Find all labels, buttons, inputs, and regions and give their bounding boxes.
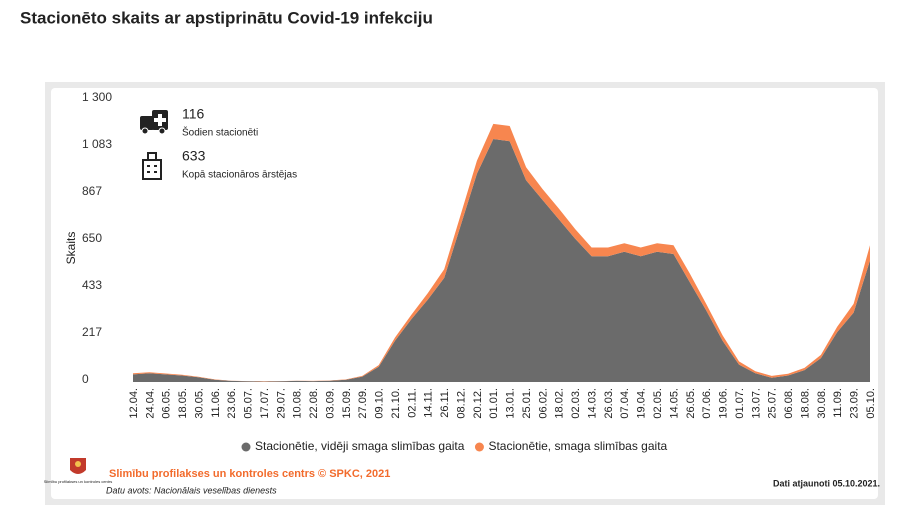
- x-tick-label: 25.01.: [521, 388, 533, 419]
- x-tick-label: 01.07.: [734, 388, 746, 419]
- x-tick-label: 14.11.: [423, 388, 435, 418]
- x-tick-label: 14.05.: [668, 388, 680, 419]
- x-tick-label: 09.10.: [374, 388, 386, 419]
- y-tick-label: 433: [82, 278, 102, 292]
- x-tick-label: 19.04.: [636, 388, 648, 419]
- info-value: 633: [182, 148, 206, 164]
- footer-updated: Dati atjaunoti 05.10.2021.: [773, 478, 880, 488]
- x-tick-label: 18.05.: [177, 388, 189, 419]
- legend-marker: [474, 442, 484, 452]
- legend-marker: [241, 442, 251, 452]
- x-tick-label: 21.10.: [390, 388, 402, 419]
- info-label: Kopā stacionāros ārstējas: [182, 170, 297, 181]
- x-tick-label: 22.08.: [308, 388, 320, 419]
- info-value: 116: [182, 106, 205, 122]
- x-tick-label: 03.09.: [324, 388, 336, 419]
- y-tick-label: 0: [82, 372, 89, 386]
- x-tick-label: 10.08.: [292, 388, 304, 419]
- legend-label: Stacionētie, smaga slimības gaita: [488, 439, 667, 453]
- x-tick-label: 23.06.: [226, 388, 238, 419]
- x-tick-label: 02.05.: [652, 388, 664, 419]
- y-tick-label: 217: [82, 325, 102, 339]
- x-tick-label: 26.11.: [439, 388, 451, 418]
- ambulance-icon: [140, 110, 168, 135]
- x-tick-label: 24.04.: [144, 388, 156, 419]
- x-tick-label: 27.09.: [357, 388, 369, 419]
- x-tick-label: 26.03.: [603, 388, 615, 419]
- y-tick-label: 1 300: [82, 90, 112, 104]
- legend-label: Stacionētie, vidēji smaga slimības gaita: [255, 439, 465, 453]
- x-tick-label: 05.10.: [865, 388, 877, 419]
- x-tick-label: 23.09.: [849, 388, 861, 419]
- logo: [70, 458, 86, 474]
- y-tick-label: 1 083: [82, 137, 112, 151]
- area: [133, 139, 870, 382]
- x-tick-label: 11.09.: [832, 388, 844, 418]
- logo-text: Slimību profilakses un kontroles centrs: [44, 479, 112, 484]
- x-tick-label: 14.03.: [586, 388, 598, 419]
- page-title: Stacionēto skaits ar apstiprinātu Covid-…: [20, 8, 433, 27]
- x-tick-label: 01.01.: [488, 388, 500, 419]
- x-tick-label: 12.04.: [128, 388, 140, 419]
- x-tick-label: 26.05.: [685, 388, 697, 419]
- x-tick-label: 19.06.: [718, 388, 730, 419]
- x-tick-label: 11.06.: [210, 388, 222, 418]
- y-tick-label: 867: [82, 184, 102, 198]
- x-tick-label: 07.04.: [619, 388, 631, 419]
- x-tick-label: 06.02.: [537, 388, 549, 419]
- y-axis-label: Skaits: [64, 232, 78, 265]
- x-tick-label: 02.03.: [570, 388, 582, 419]
- x-tick-label: 25.07.: [767, 388, 779, 419]
- info-label: Šodien stacionēti: [182, 126, 258, 139]
- x-tick-label: 30.05.: [193, 388, 205, 419]
- x-tick-label: 18.08.: [799, 388, 811, 419]
- x-tick-label: 18.02.: [554, 388, 566, 419]
- x-tick-label: 20.12.: [472, 388, 484, 419]
- x-tick-label: 02.11.: [406, 388, 418, 418]
- y-tick-label: 650: [82, 231, 102, 245]
- x-tick-label: 29.07.: [275, 388, 287, 419]
- x-tick-label: 13.01.: [505, 388, 517, 419]
- x-tick-label: 08.12.: [455, 388, 467, 419]
- x-tick-label: 06.05.: [161, 388, 173, 419]
- x-tick-label: 05.07.: [243, 388, 255, 419]
- x-tick-label: 17.07.: [259, 388, 271, 419]
- x-tick-label: 07.06.: [701, 388, 713, 419]
- x-tick-label: 30.08.: [816, 388, 828, 419]
- footer-org: Slimību profilakses un kontroles centrs …: [109, 468, 390, 480]
- x-tick-label: 15.09.: [341, 388, 353, 419]
- hospital-icon: [142, 152, 162, 180]
- footer-source: Datu avots: Nacionālais veselības dienes…: [106, 485, 277, 495]
- x-tick-label: 06.08.: [783, 388, 795, 419]
- x-tick-label: 13.07.: [750, 388, 762, 419]
